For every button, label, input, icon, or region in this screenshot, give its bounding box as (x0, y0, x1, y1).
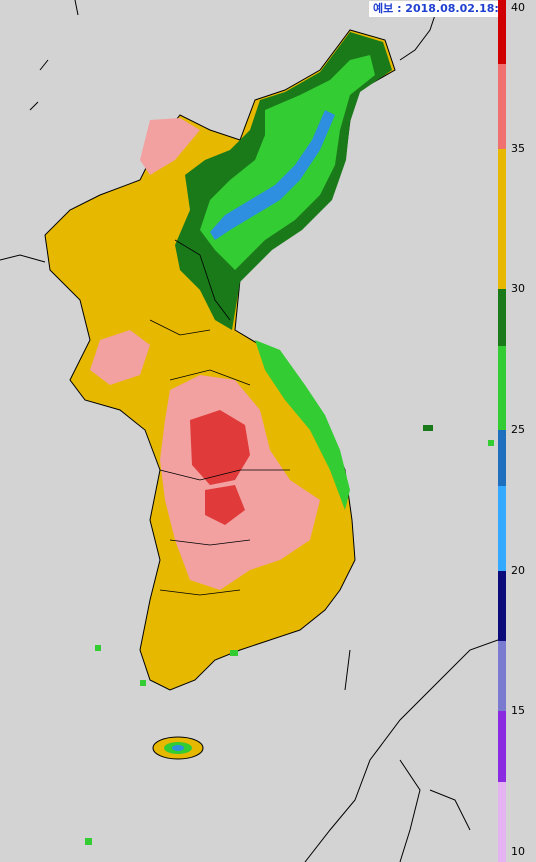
legend-segment (498, 430, 506, 487)
red-zone-core (190, 410, 250, 485)
jeju-blue (172, 745, 184, 751)
legend-tick-label: 40 (511, 1, 525, 14)
legend-tick-label: 10 (511, 845, 525, 858)
legend-segment (498, 781, 506, 862)
red-zone-south (205, 485, 245, 525)
temperature-map: 예보 : 2018.08.02.18:00 (0, 0, 498, 862)
east-coast-green (255, 340, 350, 510)
legend-tick-label: 15 (511, 704, 525, 718)
south-island-3 (85, 838, 92, 845)
china-coast (0, 0, 441, 263)
legend-segment (498, 64, 506, 149)
province-borders (149, 239, 290, 596)
legend-segment (498, 570, 506, 641)
south-island-2 (95, 645, 101, 651)
legend-segment (498, 148, 506, 290)
legend-tick-label: 30 (511, 282, 525, 296)
legend-tick-label: 20 (511, 563, 525, 577)
legend-segment (498, 641, 506, 712)
legend-segment (498, 345, 506, 430)
legend-segment (498, 486, 506, 571)
pink-zone-west (90, 330, 150, 385)
map-canvas (0, 0, 498, 862)
north-blue-ridge (210, 110, 335, 240)
south-island-4 (230, 650, 238, 656)
south-island-1 (140, 680, 146, 686)
legend-colorbar (498, 0, 506, 862)
legend-segment (498, 289, 506, 346)
forecast-time-label: 예보 : 2018.08.02.18:00 (369, 1, 498, 17)
japan-coast (304, 639, 498, 862)
dokdo (488, 440, 494, 446)
pink-zone-north (140, 118, 200, 175)
ulleungdo (423, 425, 433, 431)
legend-segment (498, 0, 506, 65)
legend-tick-label: 25 (511, 423, 525, 436)
legend-segment (498, 711, 506, 782)
legend-tick-label: 35 (511, 141, 525, 155)
